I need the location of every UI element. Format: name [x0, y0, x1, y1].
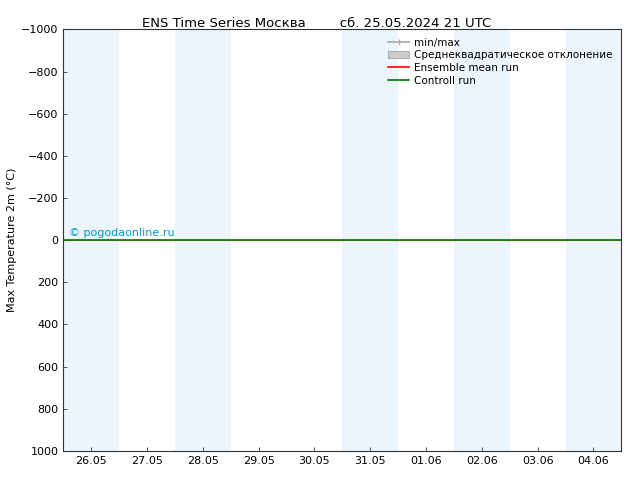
Text: © pogodaonline.ru: © pogodaonline.ru — [69, 228, 174, 238]
Bar — [342, 29, 398, 451]
Y-axis label: Max Temperature 2m (°C): Max Temperature 2m (°C) — [7, 168, 17, 312]
Legend: min/max, Среднеквадратическое отклонение, Ensemble mean run, Controll run: min/max, Среднеквадратическое отклонение… — [385, 35, 616, 89]
Bar — [454, 29, 510, 451]
Bar — [175, 29, 231, 451]
Bar — [63, 29, 119, 451]
Bar — [566, 29, 621, 451]
Text: ENS Time Series Москва        сб. 25.05.2024 21 UTC: ENS Time Series Москва сб. 25.05.2024 21… — [143, 17, 491, 30]
